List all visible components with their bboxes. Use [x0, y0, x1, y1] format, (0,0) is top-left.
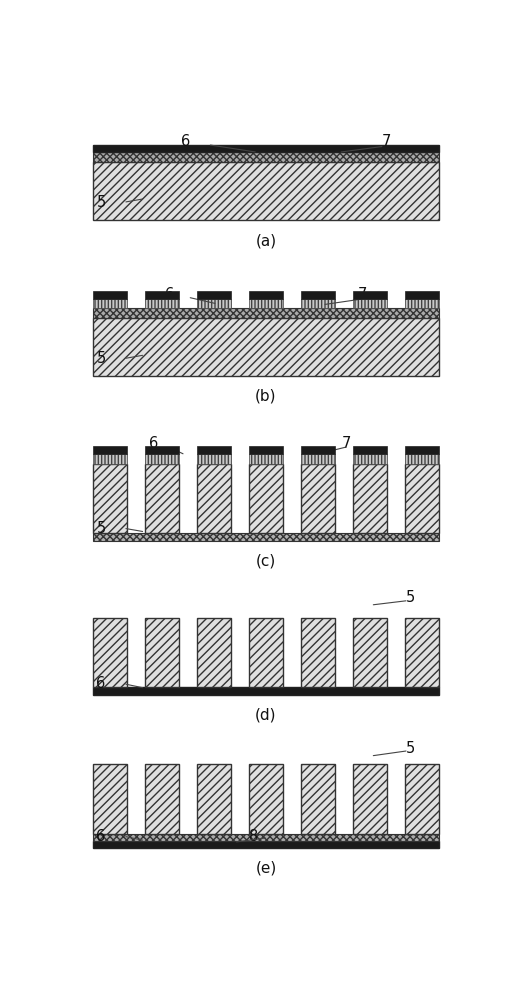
Bar — [249, 454, 283, 464]
Bar — [93, 764, 127, 834]
Text: 8: 8 — [249, 829, 258, 844]
Bar — [353, 291, 387, 299]
Bar — [249, 764, 283, 834]
Bar — [405, 299, 439, 308]
Bar — [405, 764, 439, 834]
Bar — [93, 162, 439, 220]
Text: (b): (b) — [255, 389, 277, 404]
Bar — [93, 533, 439, 541]
Text: 5: 5 — [97, 195, 106, 210]
Text: 5: 5 — [406, 590, 415, 605]
Bar — [93, 152, 439, 162]
Bar — [301, 764, 335, 834]
Bar — [301, 454, 335, 464]
Text: (c): (c) — [256, 554, 276, 569]
Bar — [405, 291, 439, 299]
Bar — [93, 618, 127, 687]
Bar — [249, 446, 283, 454]
Bar — [249, 291, 283, 299]
Bar — [301, 464, 335, 533]
Bar — [145, 618, 179, 687]
Bar — [197, 618, 231, 687]
Bar — [197, 446, 231, 454]
Bar — [197, 464, 231, 533]
Bar — [197, 454, 231, 464]
Bar — [353, 454, 387, 464]
Text: (a): (a) — [255, 233, 277, 248]
Bar — [93, 454, 127, 464]
Bar — [301, 291, 335, 299]
Bar — [353, 764, 387, 834]
Text: 6: 6 — [97, 676, 106, 691]
Bar — [353, 446, 387, 454]
Bar — [93, 446, 127, 454]
Bar — [93, 841, 439, 848]
Bar — [301, 446, 335, 454]
Bar — [93, 299, 127, 308]
Text: 7: 7 — [358, 287, 367, 302]
Text: 5: 5 — [97, 521, 106, 536]
Bar — [405, 618, 439, 687]
Bar — [249, 299, 283, 308]
Bar — [197, 299, 231, 308]
Text: 6: 6 — [149, 436, 158, 451]
Text: 5: 5 — [406, 741, 415, 756]
Bar — [405, 446, 439, 454]
Bar — [301, 299, 335, 308]
Bar — [145, 454, 179, 464]
Bar — [93, 318, 439, 376]
Bar — [93, 308, 439, 318]
Bar — [353, 299, 387, 308]
Text: (e): (e) — [255, 861, 277, 876]
Bar — [93, 834, 439, 841]
Bar — [93, 464, 127, 533]
Text: 6: 6 — [181, 134, 190, 149]
Text: (d): (d) — [255, 708, 277, 723]
Bar — [405, 454, 439, 464]
Text: 6: 6 — [165, 287, 174, 302]
Text: 7: 7 — [382, 134, 391, 149]
Bar — [353, 618, 387, 687]
Text: 6: 6 — [97, 829, 106, 844]
Bar — [353, 464, 387, 533]
Bar — [93, 145, 439, 152]
Bar — [197, 764, 231, 834]
Bar — [249, 464, 283, 533]
Text: 5: 5 — [97, 351, 106, 366]
Bar — [93, 687, 439, 695]
Bar — [145, 291, 179, 299]
Bar — [145, 446, 179, 454]
Bar — [197, 291, 231, 299]
Bar — [93, 291, 127, 299]
Bar — [145, 464, 179, 533]
Text: 7: 7 — [342, 436, 351, 451]
Bar — [145, 299, 179, 308]
Bar — [145, 764, 179, 834]
Bar — [301, 618, 335, 687]
Bar — [249, 618, 283, 687]
Bar — [405, 464, 439, 533]
